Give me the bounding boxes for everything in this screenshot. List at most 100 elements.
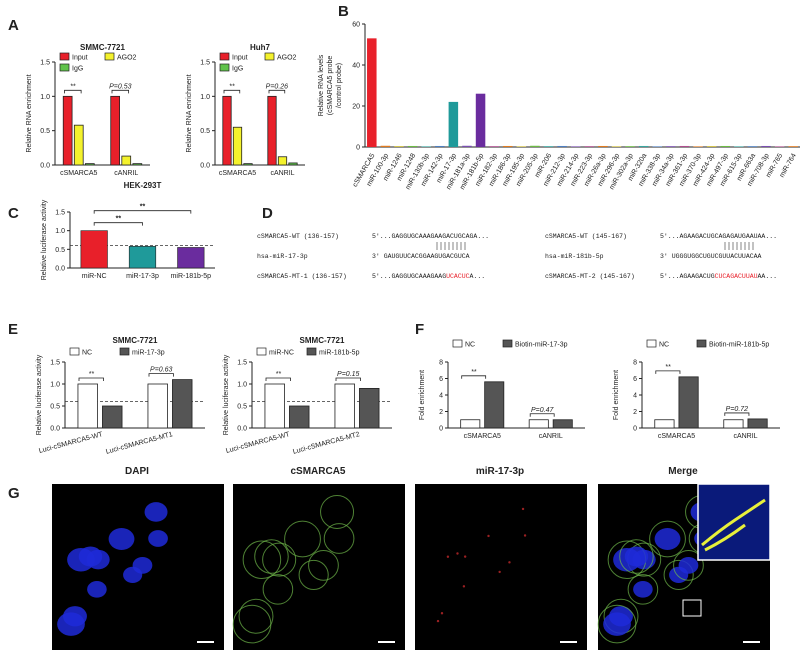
legend-label: NC xyxy=(82,350,92,357)
bar xyxy=(706,146,717,147)
y-tick-label: 1.0 xyxy=(50,382,60,389)
y-tick-label: 2 xyxy=(633,409,637,416)
y-tick-label: 60 xyxy=(352,22,360,29)
bar xyxy=(761,145,771,147)
sequence-part: 5'...GAGGUGCAAAGAAGACUGCAGA... xyxy=(372,233,489,240)
annotation: P=0.15 xyxy=(337,371,359,378)
annotation: ** xyxy=(471,369,477,376)
x-tick-label: cSMARCA5 xyxy=(219,170,256,177)
bar xyxy=(625,146,635,147)
significance-bracket xyxy=(148,373,174,377)
bar xyxy=(267,95,277,166)
y-tick-label: 0.0 xyxy=(55,266,65,273)
bar xyxy=(128,246,157,269)
x-tick-label: Luci-cSMARCA5-WT xyxy=(225,431,291,455)
y-axis-label: /control probe) xyxy=(336,63,343,108)
legend-swatch xyxy=(59,52,70,61)
y-axis-label: Relative RNA levels xyxy=(318,54,325,116)
mutated-bases: UCACUC xyxy=(446,273,470,280)
image-label: Merge xyxy=(668,466,698,477)
bar xyxy=(121,155,132,166)
bar xyxy=(80,230,108,269)
legend-swatch xyxy=(264,52,275,61)
bar xyxy=(367,38,377,147)
annotation: P=0.63 xyxy=(150,367,172,374)
bar xyxy=(652,146,663,147)
legend-swatch xyxy=(256,347,267,356)
legend-label: Input xyxy=(232,55,248,62)
bar xyxy=(475,93,486,147)
legend-label: NC xyxy=(659,342,669,349)
annotation: ** xyxy=(70,83,76,90)
legend-label: AGO2 xyxy=(117,55,137,62)
inset-box xyxy=(682,599,702,617)
y-tick-label: 2 xyxy=(439,409,443,416)
legend-swatch xyxy=(306,347,317,356)
x-tick-label: cANRIL xyxy=(733,433,757,440)
cell-membrane xyxy=(262,574,294,605)
cell-membrane xyxy=(597,604,637,644)
panel-label: A xyxy=(8,17,19,34)
y-tick-label: 0.5 xyxy=(200,128,210,135)
bar xyxy=(264,383,285,429)
signal xyxy=(436,619,440,623)
legend-swatch xyxy=(219,52,230,61)
bar xyxy=(557,145,567,147)
cell-membrane xyxy=(254,539,289,574)
nucleus xyxy=(633,581,653,598)
sequence: 3' UGGGUGGCUGUCGUUACUUACAA xyxy=(660,253,762,260)
x-tick-label: cSMARCA5 xyxy=(60,170,97,177)
y-tick-label: 0 xyxy=(439,426,443,433)
significance-bracket xyxy=(93,222,143,226)
signal xyxy=(462,585,466,588)
y-axis-label: Relative luciferase activity xyxy=(41,199,48,280)
annotation: ** xyxy=(665,364,671,371)
legend-label: Input xyxy=(72,55,88,62)
cell-membrane xyxy=(649,520,686,558)
bar xyxy=(177,247,205,269)
y-tick-label: 0 xyxy=(633,426,637,433)
sequence-part: AA... xyxy=(758,273,778,280)
signal xyxy=(521,507,525,511)
y-axis-label: Relative RNA enrichment xyxy=(26,74,33,152)
legend-swatch xyxy=(119,347,130,356)
bar xyxy=(552,419,573,429)
y-tick-label: 1.0 xyxy=(200,94,210,101)
y-tick-label: 0.0 xyxy=(237,426,247,433)
y-tick-label: 1.5 xyxy=(50,360,60,367)
bar xyxy=(277,156,288,166)
sequence: 5'...GAGGUGCAAAGAAGACUGCAGA... xyxy=(372,233,489,240)
annotation: P=0.72 xyxy=(726,406,748,413)
bar xyxy=(788,146,798,147)
mutated-bases: CUCAGACUUAU xyxy=(715,273,758,280)
bar xyxy=(720,145,730,147)
x-tick-label: Luci-cSMARCA5-WT xyxy=(38,431,104,455)
significance-bracket xyxy=(268,89,286,94)
y-tick-label: 0.5 xyxy=(40,128,50,135)
legend-swatch xyxy=(69,347,80,356)
panel-label: C xyxy=(8,205,19,222)
bar xyxy=(380,145,391,147)
cell-membrane xyxy=(232,604,272,644)
sequence-label: cSMARCA5-WT (136-157) xyxy=(257,233,339,240)
y-tick-label: 1.0 xyxy=(237,382,247,389)
y-axis-label: Fold enrichment xyxy=(419,370,426,420)
bar xyxy=(359,387,380,429)
y-tick-label: 8 xyxy=(439,360,443,367)
y-tick-label: 1.5 xyxy=(200,60,210,67)
bar xyxy=(654,419,675,429)
bar xyxy=(460,419,481,429)
legend-label: IgG xyxy=(232,66,243,73)
legend-label: IgG xyxy=(72,66,83,73)
panel-label: D xyxy=(262,205,273,222)
chart-title: Huh7 xyxy=(250,43,271,52)
bar xyxy=(421,146,431,147)
y-tick-label: 8 xyxy=(633,360,637,367)
x-tick-label: cANRIL xyxy=(270,170,294,177)
nucleus xyxy=(78,546,103,567)
bar xyxy=(288,162,298,166)
significance-bracket xyxy=(111,89,130,94)
signal xyxy=(456,552,459,555)
bar xyxy=(570,146,581,147)
cell-membrane xyxy=(673,549,704,581)
